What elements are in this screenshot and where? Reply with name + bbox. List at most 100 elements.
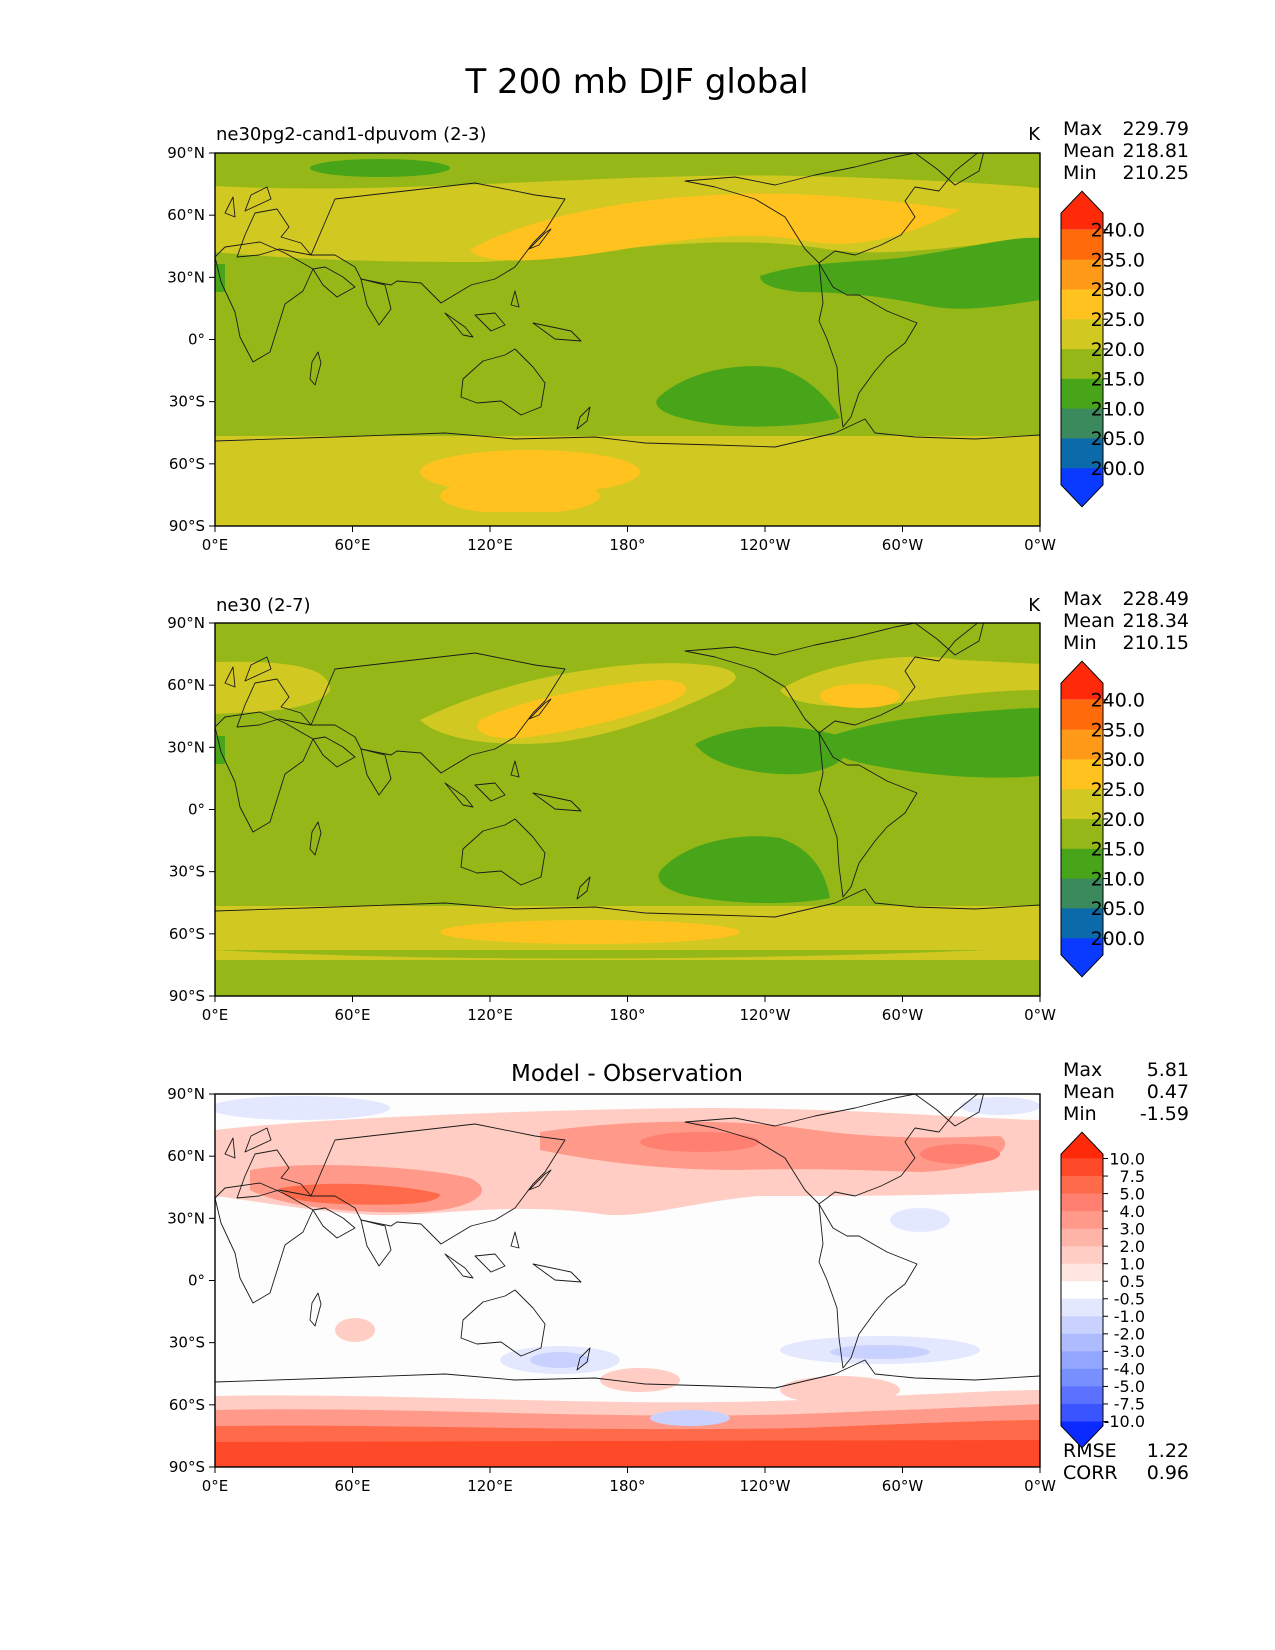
colorbar-label: 210.0: [1091, 398, 1145, 420]
colorbar-label: 220.0: [1091, 339, 1145, 361]
lat-tick-label: 30°S: [169, 393, 205, 411]
lon-tick-label: 60°W: [882, 1006, 924, 1024]
lat-tick-label: 90°N: [167, 1085, 205, 1103]
stat-value: 1.22: [1147, 1440, 1189, 1462]
colorbar-label: 225.0: [1091, 779, 1145, 801]
stat-value: -1.59: [1140, 1103, 1189, 1125]
colorbar-extend-min: [1061, 938, 1103, 977]
colorbar-outline: [1060, 660, 1104, 978]
lon-tick-label: 0°E: [202, 1477, 229, 1495]
stat-value: 0.96: [1147, 1462, 1189, 1484]
colorbar-extend-max: [1061, 191, 1103, 230]
colorbar-label: -10.0: [1104, 1412, 1145, 1431]
stat-label: RMSE: [1063, 1440, 1117, 1462]
stat-label: Max: [1063, 1059, 1102, 1081]
colorbar-swatch: [1061, 1281, 1103, 1300]
lon-tick-label: 120°W: [740, 1006, 791, 1024]
lon-tick-label: 0°W: [1024, 1477, 1056, 1495]
lat-tick-label: 0°: [188, 331, 205, 349]
colorbar-swatch: [1061, 1246, 1103, 1265]
colorbar-label: 205.0: [1091, 898, 1145, 920]
stat-value: 229.79: [1123, 118, 1189, 140]
colorbar-swatch: [1061, 408, 1103, 439]
colorbar-swatch: [1061, 378, 1103, 410]
colorbar-swatch: [1061, 1211, 1103, 1230]
colorbar-swatch: [1061, 438, 1103, 469]
colorbar-label: 240.0: [1091, 220, 1145, 242]
colorbar-label: 1.0: [1120, 1254, 1145, 1273]
panel-2-axes: 0°E 60°E 120°E 180° 120°W 60°W 0°W 90°N 60°N 30°N…: [167, 614, 1056, 1024]
colorbar-swatch: [1061, 289, 1103, 320]
colorbar-label: -3.0: [1114, 1342, 1145, 1361]
lon-tick-label: 0°W: [1024, 536, 1056, 554]
stat-label: Min: [1063, 162, 1097, 184]
colorbar-label: 215.0: [1091, 839, 1145, 861]
panel-3-colorbar: 10.07.55.04.03.02.01.00.5-0.5-1.0-2.0-3.…: [1060, 1131, 1145, 1449]
colorbar-label: -0.5: [1114, 1290, 1145, 1309]
colorbar-swatch: [1061, 1351, 1103, 1370]
panel-3-center-title: Model - Observation: [511, 1061, 743, 1087]
colorbar-swatch: [1061, 908, 1103, 939]
colorbar-label: -5.0: [1114, 1377, 1145, 1396]
lon-tick-label: 180°: [609, 1477, 645, 1495]
lon-tick-label: 120°E: [467, 1006, 513, 1024]
lat-tick-label: 30°N: [167, 738, 205, 756]
colorbar-swatch: [1061, 319, 1103, 350]
colorbar-label: 200.0: [1091, 458, 1145, 480]
stat-value: 210.25: [1123, 162, 1189, 184]
colorbar-swatch: [1061, 699, 1103, 731]
stat-value: 0.47: [1147, 1081, 1189, 1103]
colorbar-extend-max: [1061, 1132, 1103, 1159]
lon-tick-label: 120°E: [467, 536, 513, 554]
lat-tick-label: 60°N: [167, 1147, 205, 1165]
colorbar-label: 225.0: [1091, 309, 1145, 331]
panel-2-colorbar: 240.0 235.0 230.0 225.0 220.0 215.0 210.0 205.0…: [1060, 660, 1145, 978]
lat-tick-label: 90°S: [169, 1458, 205, 1476]
lon-tick-label: 180°: [609, 1006, 645, 1024]
colorbar-swatch: [1061, 1403, 1103, 1422]
colorbar-swatch: [1061, 819, 1103, 850]
colorbar-swatch: [1061, 1193, 1103, 1212]
stat-label: Mean: [1063, 140, 1115, 162]
colorbar-label: -4.0: [1114, 1360, 1145, 1379]
lon-tick-label: 0°E: [202, 1006, 229, 1024]
lon-tick-label: 60°E: [334, 1477, 370, 1495]
panel-2-units: K: [1028, 595, 1041, 616]
stat-label: Min: [1063, 632, 1097, 654]
lon-tick-label: 120°W: [740, 536, 791, 554]
colorbar-swatch: [1061, 1228, 1103, 1247]
colorbar-swatch: [1061, 1386, 1103, 1405]
map-field-1: [215, 153, 1040, 526]
lat-tick-label: 90°S: [169, 987, 205, 1005]
lat-tick-label: 0°: [188, 801, 205, 819]
stat-value: 228.49: [1123, 588, 1189, 610]
figure-title: T 200 mb DJF global: [464, 62, 808, 102]
colorbar-label: 210.0: [1091, 868, 1145, 890]
colorbar-label: 235.0: [1091, 719, 1145, 741]
lon-tick-label: 0°W: [1024, 1006, 1056, 1024]
colorbar-swatch: [1061, 1333, 1103, 1352]
lon-tick-label: 60°E: [334, 536, 370, 554]
colorbar-label: 240.0: [1091, 690, 1145, 712]
panel-3-stats: Max 5.81 Mean 0.47 Min -1.59 RMSE 1.22 CORR 0.96: [1063, 1059, 1189, 1484]
colorbar-swatch: [1061, 848, 1103, 880]
lon-tick-label: 0°E: [202, 536, 229, 554]
panel-2-left-title: ne30 (2-7): [216, 595, 311, 616]
lat-tick-label: 30°N: [167, 268, 205, 286]
map-panel-3: Model - Observation 0°E 60°E 120°E 180° 120°…: [167, 1059, 1189, 1495]
colorbar-label: 5.0: [1120, 1184, 1145, 1203]
panel-1-stats: Max 229.79 Mean 218.81 Min 210.25: [1063, 118, 1189, 184]
stat-value: 218.34: [1123, 610, 1189, 632]
lat-tick-label: 60°N: [167, 676, 205, 694]
stat-label: Mean: [1063, 1081, 1115, 1103]
stat-value: 5.81: [1147, 1059, 1189, 1081]
lat-tick-label: 60°N: [167, 206, 205, 224]
stat-value: 210.15: [1123, 632, 1189, 654]
stat-value: 218.81: [1123, 140, 1189, 162]
colorbar-label: 0.5: [1120, 1272, 1145, 1291]
panel-1-colorbar: 240.0 235.0 230.0 225.0 220.0 215.0 210.0 205.0…: [1060, 190, 1145, 508]
lon-tick-label: 60°E: [334, 1006, 370, 1024]
lat-tick-label: 0°: [188, 1272, 205, 1290]
lat-tick-label: 30°S: [169, 1334, 205, 1352]
